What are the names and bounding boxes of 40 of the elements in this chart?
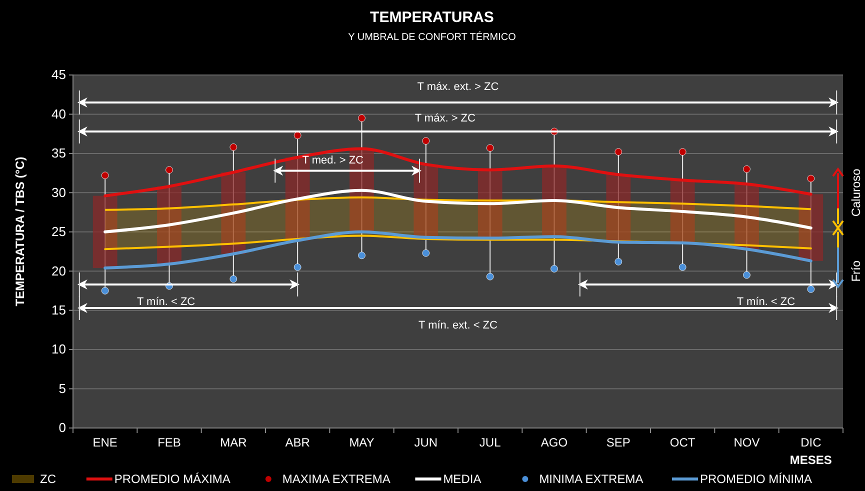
y-tick-label: 15: [52, 302, 66, 318]
y-tick-label: 20: [52, 263, 66, 278]
text: Caluroso: [849, 168, 863, 217]
legend-label: PROMEDIO MÍNIMA: [700, 472, 812, 486]
y-tick-label: 30: [52, 184, 66, 200]
legend-label: ZC: [40, 472, 56, 486]
y-tick-label: 45: [52, 67, 66, 82]
legend-label: MINIMA EXTREMA: [539, 472, 644, 486]
x-tick-label: DIC: [800, 436, 822, 450]
x-tick-label: JUN: [414, 436, 438, 450]
chart-subtitle: Y UMBRAL DE CONFORT TÉRMICO: [348, 31, 516, 43]
annotation: T med. > ZC: [302, 154, 364, 167]
y-tick-label: 40: [52, 106, 66, 122]
legend-label: MEDIA: [443, 472, 482, 486]
x-tick-label: MAR: [220, 436, 248, 450]
legend-label: MAXIMA EXTREMA: [282, 472, 390, 486]
x-tick-label: ENE: [92, 436, 118, 450]
y-tick-label: 10: [52, 342, 66, 357]
annotation: T máx. > ZC: [414, 112, 476, 124]
x-tick-label: ABR: [285, 436, 310, 450]
annotation: T mín. < ZC: [136, 296, 196, 308]
x-axis-title: MESES: [790, 453, 832, 467]
x-tick-label: NOV: [734, 436, 760, 450]
x-tick-label: SEP: [606, 436, 630, 450]
legend-label: PROMEDIO MÁXIMA: [114, 472, 230, 486]
annotation: T máx. ext. > ZC: [417, 80, 499, 93]
x-tick-label: MAY: [349, 436, 374, 450]
x-tick-label: JUL: [479, 436, 502, 450]
y-tick-label: 35: [52, 146, 66, 161]
y-tick-label: 5: [58, 380, 66, 396]
annotation: T mín. ext. < ZC: [418, 319, 498, 332]
y-axis-title: TEMPERATURA / TBS (°C): [13, 156, 27, 306]
x-tick-label: AGO: [540, 436, 568, 450]
y-tick-label: 25: [52, 224, 66, 240]
text: Frío: [849, 260, 863, 282]
x-tick-label: OCT: [670, 436, 696, 450]
y-tick-label: 0: [58, 420, 66, 436]
annotation: T mín. < ZC: [736, 296, 796, 308]
chart-title: TEMPERATURAS: [370, 9, 494, 26]
x-tick-label: FEB: [158, 436, 181, 450]
